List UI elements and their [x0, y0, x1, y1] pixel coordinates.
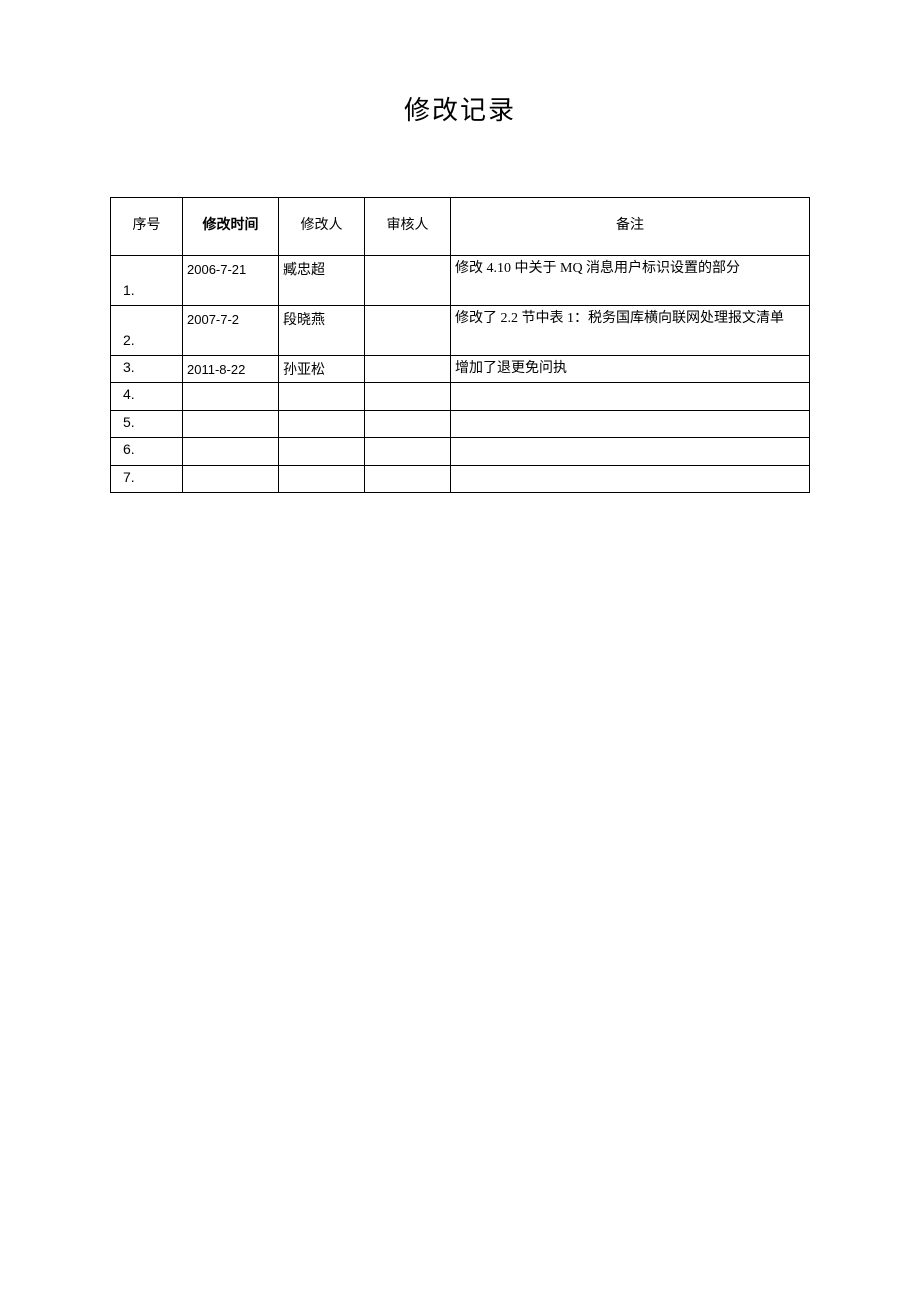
cell-date: 2011-8-22: [183, 356, 279, 383]
cell-remark: [451, 383, 810, 410]
cell-person: [279, 410, 365, 437]
cell-date: [183, 438, 279, 465]
cell-person: 孙亚松: [279, 356, 365, 383]
cell-seq: 2.: [111, 306, 183, 356]
col-header-reviewer: 审核人: [365, 198, 451, 256]
cell-remark: 修改 4.10 中关于 MQ 消息用户标识设置的部分: [451, 256, 810, 306]
cell-seq: 7.: [111, 465, 183, 492]
cell-seq: 4.: [111, 383, 183, 410]
table-header-row: 序号 修改时间 修改人 审核人 备注: [111, 198, 810, 256]
cell-remark: [451, 410, 810, 437]
cell-person: 臧忠超: [279, 256, 365, 306]
cell-remark: 增加了退更免问执: [451, 356, 810, 383]
cell-reviewer: [365, 306, 451, 356]
table-row: 5.: [111, 410, 810, 437]
revision-table: 序号 修改时间 修改人 审核人 备注 1. 2006-7-21 臧忠超 修改 4…: [110, 197, 810, 493]
table-row: 2. 2007-7-2 段晓燕 修改了 2.2 节中表 1：税务国库横向联网处理…: [111, 306, 810, 356]
cell-person: [279, 465, 365, 492]
cell-person: 段晓燕: [279, 306, 365, 356]
cell-remark: 修改了 2.2 节中表 1：税务国库横向联网处理报文清单: [451, 306, 810, 356]
cell-remark: [451, 465, 810, 492]
table-row: 3. 2011-8-22 孙亚松 增加了退更免问执: [111, 356, 810, 383]
cell-reviewer: [365, 256, 451, 306]
table-row: 6.: [111, 438, 810, 465]
table-row: 4.: [111, 383, 810, 410]
cell-date: 2007-7-2: [183, 306, 279, 356]
cell-reviewer: [365, 465, 451, 492]
cell-reviewer: [365, 438, 451, 465]
cell-reviewer: [365, 410, 451, 437]
cell-remark: [451, 438, 810, 465]
page-title: 修改记录: [110, 90, 810, 127]
cell-seq: 6.: [111, 438, 183, 465]
cell-date: [183, 383, 279, 410]
cell-date: [183, 410, 279, 437]
cell-date: 2006-7-21: [183, 256, 279, 306]
cell-reviewer: [365, 356, 451, 383]
cell-reviewer: [365, 383, 451, 410]
table-row: 7.: [111, 465, 810, 492]
col-header-date: 修改时间: [183, 198, 279, 256]
cell-date: [183, 465, 279, 492]
cell-seq: 3.: [111, 356, 183, 383]
table-row: 1. 2006-7-21 臧忠超 修改 4.10 中关于 MQ 消息用户标识设置…: [111, 256, 810, 306]
col-header-remark: 备注: [451, 198, 810, 256]
cell-seq: 1.: [111, 256, 183, 306]
cell-person: [279, 383, 365, 410]
col-header-person: 修改人: [279, 198, 365, 256]
cell-person: [279, 438, 365, 465]
col-header-seq: 序号: [111, 198, 183, 256]
cell-seq: 5.: [111, 410, 183, 437]
